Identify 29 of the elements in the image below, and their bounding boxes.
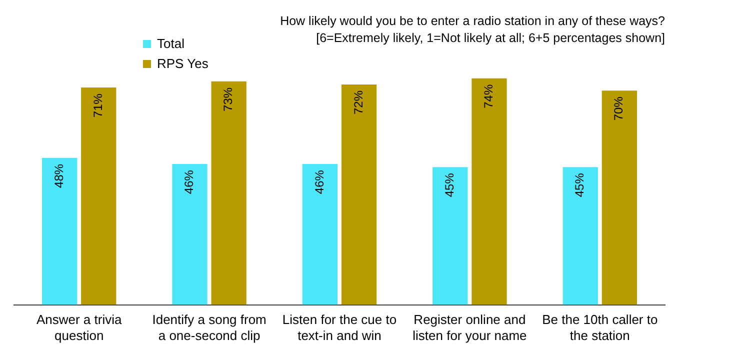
- x-tick-label: Answer a trivia question: [36, 312, 122, 343]
- chart-title: How likely would you be to enter a radio station in any of these ways?: [280, 14, 666, 28]
- bar: [172, 164, 208, 305]
- data-label: 46%: [312, 170, 326, 194]
- data-label: 74%: [482, 84, 496, 108]
- data-label: 45%: [572, 172, 587, 198]
- data-label: 73%: [221, 87, 236, 112]
- chart-subtitle: [6=Extremely likely, 1=Not likely at all; 6+5 percentages shown]: [316, 30, 665, 45]
- data-label: 72%: [351, 90, 366, 115]
- bar: [81, 88, 116, 305]
- bar: [602, 90, 638, 305]
- bar: [472, 78, 507, 305]
- x-tick-label: Listen for the cue to text-in and win: [282, 312, 397, 343]
- x-tick-label: Identify a song from a one-second clip: [152, 312, 266, 343]
- data-label: 71%: [90, 93, 105, 118]
- bar: [211, 81, 246, 305]
- bar: [42, 158, 78, 305]
- data-label: 45%: [442, 172, 456, 198]
- data-label: 46%: [182, 170, 196, 194]
- legend-label: RPS Yes: [157, 55, 208, 73]
- data-label: 70%: [612, 96, 626, 121]
- bar: [432, 167, 468, 305]
- x-tick-label: Be the 10th caller to the station: [542, 312, 658, 343]
- data-label: 48%: [52, 164, 66, 188]
- legend-label: Total: [157, 35, 184, 53]
- bar: [302, 164, 338, 305]
- x-tick-label: Register online and listen for your name: [412, 312, 527, 343]
- bar: [562, 167, 598, 305]
- bar: [341, 84, 377, 305]
